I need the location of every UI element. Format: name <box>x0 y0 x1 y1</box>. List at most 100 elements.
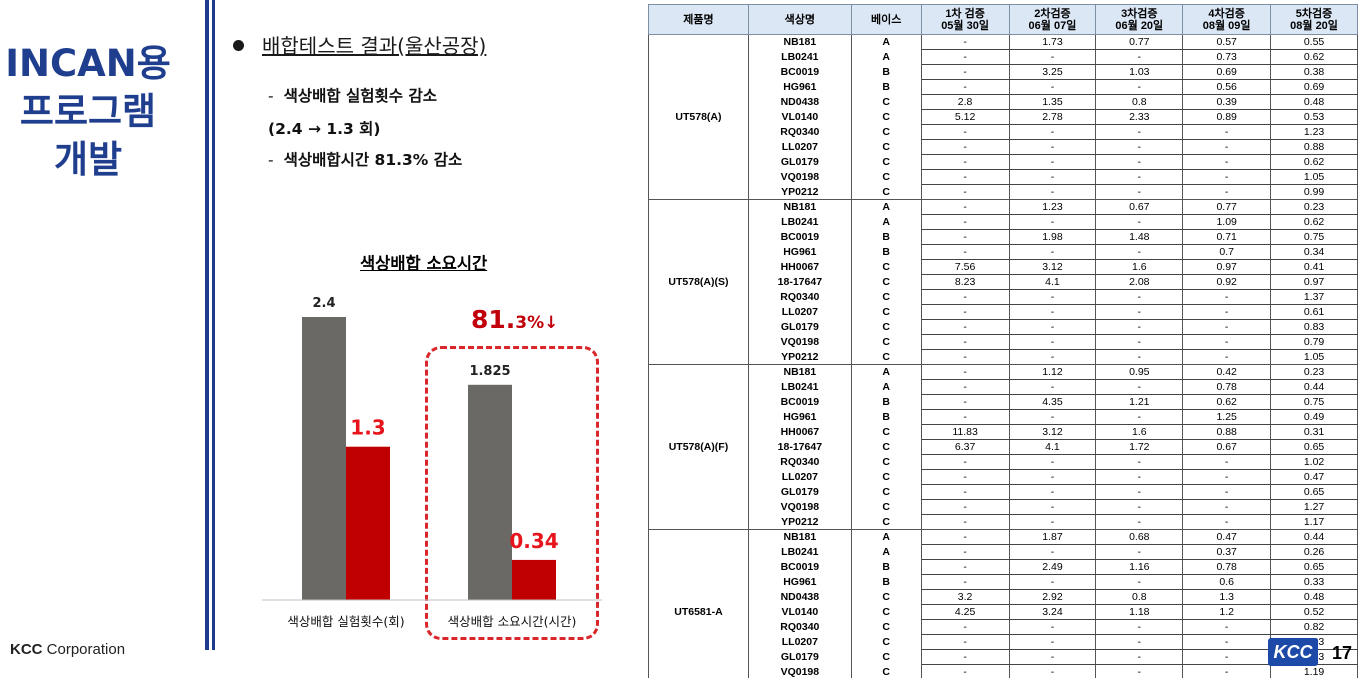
base-cell: C <box>850 649 922 665</box>
value-cell: 3.2 <box>920 589 1010 605</box>
table-row: UT578(A)(S) NB181 A -1.23 0.67 0.77 0.23 <box>648 199 1358 365</box>
color-name-cell: 18-17647 <box>747 439 852 455</box>
table-row: 18-17647 C 6.37 4.1 1.72 0.67 0.65 <box>649 439 1358 455</box>
bar-0-1 <box>468 384 512 600</box>
color-name-cell: LB0241 <box>747 544 852 560</box>
value-cell: - <box>1095 184 1184 200</box>
category-label-0: 색상배합 실험횟수(회) <box>287 614 404 629</box>
value-cell: 0.97 <box>1270 274 1358 290</box>
value-cell: 0.73 <box>1182 49 1272 65</box>
base-cell: C <box>850 604 922 620</box>
value-cell: - <box>920 364 1010 380</box>
value-cell: - <box>1182 484 1272 500</box>
value-cell: 0.6 <box>1182 574 1272 590</box>
color-name-cell: NB181 <box>747 199 852 215</box>
value-cell: - <box>1095 334 1184 350</box>
value-cell: - <box>1008 544 1097 560</box>
data-label-1-1: 0.34 <box>509 529 558 553</box>
value-cell: 0.95 <box>1095 364 1184 380</box>
value-cell: - <box>1095 469 1184 485</box>
value-cell: - <box>920 214 1010 230</box>
color-name-cell: VQ0198 <box>747 499 852 515</box>
value-cell: 1.23 <box>1008 199 1097 215</box>
value-cell: - <box>1008 619 1097 635</box>
color-name-cell: LB0241 <box>747 214 852 230</box>
value-cell: - <box>1182 649 1272 665</box>
table-row: GL0179 C - - - -0.83 <box>649 319 1358 335</box>
base-cell: B <box>850 559 922 575</box>
value-cell: - <box>1008 454 1097 470</box>
base-cell: B <box>850 229 922 245</box>
table-row: LB0241 A - - -0.78 0.44 <box>649 379 1358 395</box>
base-cell: C <box>850 499 922 515</box>
brand-suffix: Corporation <box>46 641 126 658</box>
value-cell: 8.23 <box>920 274 1010 290</box>
value-cell: - <box>1182 634 1272 650</box>
value-cell: 0.53 <box>1270 109 1358 125</box>
value-cell: 0.65 <box>1270 559 1358 575</box>
value-cell: - <box>1095 319 1184 335</box>
base-cell: C <box>850 139 922 155</box>
base-cell: C <box>850 664 922 678</box>
column-header: 3차검증 06월 20일 <box>1095 4 1184 35</box>
value-cell: - <box>1182 454 1272 470</box>
table-row: RQ0340 C - - - -1.23 <box>649 124 1358 140</box>
value-cell: - <box>920 529 1010 545</box>
value-cell: 0.75 <box>1270 229 1358 245</box>
base-cell: C <box>850 484 922 500</box>
base-cell: C <box>850 469 922 485</box>
value-cell: 1.6 <box>1095 424 1184 440</box>
value-cell: 1.3 <box>1182 589 1272 605</box>
value-cell: - <box>920 454 1010 470</box>
value-cell: 0.97 <box>1182 259 1272 275</box>
value-cell: - <box>1008 124 1097 140</box>
value-cell: 0.82 <box>1270 619 1358 635</box>
table-row: VQ0198 C - - - -1.05 <box>649 169 1358 185</box>
value-cell: - <box>1182 124 1272 140</box>
product-name-cell: UT578(A)(F) <box>648 364 749 530</box>
value-cell: 0.65 <box>1270 484 1358 500</box>
value-cell: - <box>1008 334 1097 350</box>
table-row: LB0241 A - - -0.73 0.62 <box>649 49 1358 65</box>
base-cell: C <box>850 289 922 305</box>
color-name-cell: BC0019 <box>747 229 852 245</box>
value-cell: - <box>920 124 1010 140</box>
table-row: HH0067 C 7.56 3.12 1.6 0.97 0.41 <box>649 259 1358 275</box>
value-cell: - <box>1095 664 1184 678</box>
side-title-line2: 프로그램 <box>19 90 157 133</box>
bullet-item-1-text: 색상배합 실험횟수 감소 <box>283 87 437 105</box>
base-cell: B <box>850 574 922 590</box>
slide-side-title: INCAN용 프로그램 개발 <box>0 40 176 184</box>
value-cell: 0.77 <box>1182 199 1272 215</box>
value-cell: - <box>920 559 1010 575</box>
data-label-1-0: 1.3 <box>350 416 385 440</box>
value-cell: 0.49 <box>1270 409 1358 425</box>
value-cell: - <box>1095 574 1184 590</box>
column-header: 5차검증 08월 20일 <box>1270 4 1358 35</box>
table-row: GL0179 C - - - -0.65 <box>649 484 1358 500</box>
color-name-cell: BC0019 <box>747 394 852 410</box>
value-cell: - <box>1095 139 1184 155</box>
table-row: HG961 B - - -0.6 0.33 <box>649 574 1358 590</box>
table-row: YP0212 C - - - -0.99 <box>649 184 1358 200</box>
base-cell: C <box>850 619 922 635</box>
table-row: HG961 B - - -0.56 0.69 <box>649 79 1358 95</box>
column-header: 1차 검증 05월 30일 <box>920 4 1010 35</box>
value-cell: - <box>1008 184 1097 200</box>
column-header: 2차검증 06월 07일 <box>1008 4 1097 35</box>
value-cell: 0.38 <box>1270 64 1358 80</box>
table-row: UT578(A) NB181 A -1.73 0.77 0.57 0.55 <box>648 34 1358 200</box>
value-cell: - <box>1182 499 1272 515</box>
column-header: 4차검증 08월 09일 <box>1182 4 1272 35</box>
value-cell: - <box>920 619 1010 635</box>
color-name-cell: RQ0340 <box>747 619 852 635</box>
bar-1-0 <box>346 446 390 600</box>
bullet-item-1b-text: (2.4 → 1.3 회) <box>268 120 381 138</box>
value-cell: - <box>920 154 1010 170</box>
value-cell: 0.48 <box>1270 94 1358 110</box>
value-cell: 4.35 <box>1008 394 1097 410</box>
value-cell: - <box>1095 514 1184 530</box>
bar-0-0 <box>302 317 346 600</box>
table-row: ND0438 C 2.8 1.35 0.8 0.39 0.48 <box>649 94 1358 110</box>
reduction-main: 81. <box>471 305 516 334</box>
